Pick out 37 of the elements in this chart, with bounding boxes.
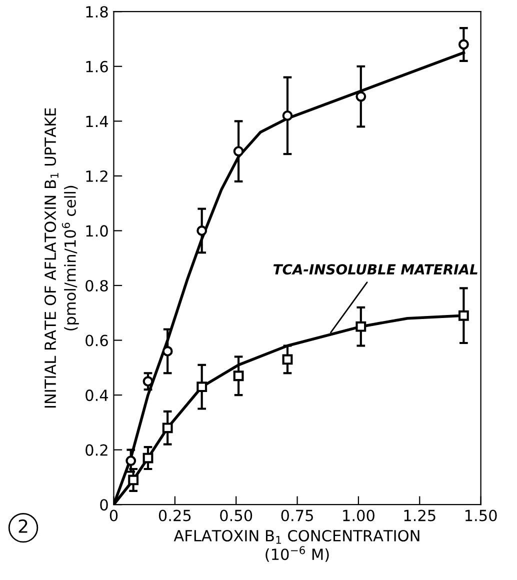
point bbox=[233, 146, 244, 156]
point bbox=[142, 452, 154, 464]
y-tick-label: 0.4 bbox=[86, 390, 108, 402]
x-tick-label: 1.25 bbox=[404, 510, 436, 522]
y-tick-label: 1.4 bbox=[86, 116, 108, 127]
text: 2 bbox=[18, 519, 28, 533]
x-tick-label: 0.25 bbox=[158, 510, 191, 522]
point bbox=[126, 456, 136, 466]
point bbox=[128, 474, 139, 486]
point bbox=[233, 370, 244, 382]
point bbox=[162, 346, 173, 356]
point bbox=[196, 226, 208, 236]
point bbox=[282, 354, 293, 365]
point bbox=[282, 110, 293, 121]
y-tick-label: 1.2 bbox=[86, 170, 108, 182]
y-tick-label: 0.6 bbox=[86, 334, 108, 346]
y-tick-label: 1.8 bbox=[86, 6, 108, 18]
y-tick-label: 0.2 bbox=[86, 444, 108, 456]
point bbox=[458, 310, 469, 321]
y-tick-label: 0.8 bbox=[86, 280, 108, 292]
y-tick-label: 0 bbox=[100, 499, 108, 511]
x-tick-label: 0.75 bbox=[281, 510, 313, 522]
x-tick-label: 1.50 bbox=[465, 510, 497, 522]
x-tick-label: 0 bbox=[110, 510, 118, 522]
y-tick-label: 1.6 bbox=[86, 60, 108, 72]
annotation: TCA-INSOLUBLE MATERIAL bbox=[273, 264, 478, 275]
point bbox=[196, 382, 208, 392]
point bbox=[356, 91, 366, 102]
y-tick-label: 1.0 bbox=[86, 225, 108, 237]
x-tick-label: 0.50 bbox=[220, 510, 252, 522]
point bbox=[142, 376, 154, 387]
point bbox=[458, 39, 469, 50]
x-axis-title: AFLATOXIN B$_{1}$ CONCENTRATION (10$^{−6}$ M) bbox=[174, 530, 420, 562]
text: INITIAL RATE OF AFLATOXIN B$_{1}$ UPTAKE (pmol/min/10$^{6}$ cell) bbox=[44, 108, 79, 408]
x-tick-label: 1.00 bbox=[343, 510, 374, 522]
point bbox=[356, 321, 366, 332]
point bbox=[162, 422, 173, 434]
